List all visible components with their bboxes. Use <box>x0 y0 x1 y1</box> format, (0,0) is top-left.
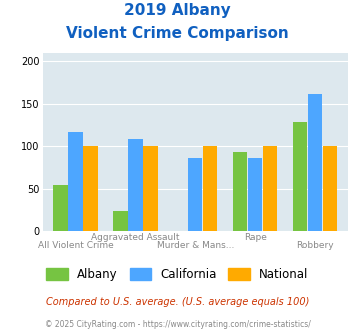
Bar <box>248 158 262 231</box>
Text: Rape: Rape <box>244 233 267 242</box>
Bar <box>293 122 307 231</box>
Text: Murder & Mans...: Murder & Mans... <box>157 241 234 250</box>
Bar <box>128 139 143 231</box>
Text: All Violent Crime: All Violent Crime <box>38 241 113 250</box>
Bar <box>323 146 337 231</box>
Bar <box>233 152 247 231</box>
Legend: Albany, California, National: Albany, California, National <box>42 263 313 286</box>
Text: © 2025 CityRating.com - https://www.cityrating.com/crime-statistics/: © 2025 CityRating.com - https://www.city… <box>45 320 310 329</box>
Bar <box>53 185 68 231</box>
Bar <box>83 146 98 231</box>
Text: Violent Crime Comparison: Violent Crime Comparison <box>66 26 289 41</box>
Text: Aggravated Assault: Aggravated Assault <box>91 233 180 242</box>
Text: Compared to U.S. average. (U.S. average equals 100): Compared to U.S. average. (U.S. average … <box>46 297 309 307</box>
Bar <box>143 146 158 231</box>
Bar <box>308 93 322 231</box>
Bar <box>113 212 127 231</box>
Bar <box>69 132 83 231</box>
Bar <box>188 158 202 231</box>
Bar <box>203 146 217 231</box>
Bar <box>263 146 277 231</box>
Text: 2019 Albany: 2019 Albany <box>124 3 231 18</box>
Text: Robbery: Robbery <box>296 241 334 250</box>
